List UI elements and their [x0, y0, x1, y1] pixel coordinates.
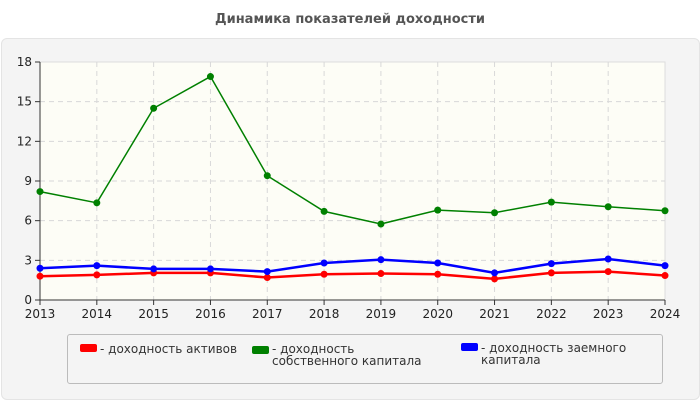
y-tick-label: 6 [24, 214, 32, 228]
x-tick-label: 2020 [422, 307, 453, 321]
x-tick-label: 2021 [479, 307, 510, 321]
data-point [604, 255, 612, 263]
y-tick-label: 15 [17, 95, 32, 109]
data-point [150, 265, 158, 273]
data-point [206, 265, 214, 273]
legend-label: - доходность собственного капитала [272, 342, 422, 368]
legend-label: - доходность заемного капитала [481, 341, 627, 367]
chart-title: Динамика показателей доходности [215, 12, 485, 27]
data-point [604, 268, 612, 276]
series-line [39, 270, 666, 281]
series-line [39, 257, 666, 275]
data-point [491, 275, 499, 283]
x-tick-label: 2016 [195, 307, 226, 321]
x-tick-label: 2023 [593, 307, 624, 321]
y-tick-label: 9 [24, 174, 32, 188]
x-tick-label: 2017 [252, 307, 283, 321]
data-point [661, 262, 669, 270]
y-tick-label: 3 [24, 253, 32, 267]
x-tick-label: 2018 [309, 307, 340, 321]
data-point [36, 272, 44, 280]
data-point [93, 271, 101, 279]
x-tick-label: 2013 [25, 307, 56, 321]
data-point [36, 188, 44, 196]
data-point [93, 199, 101, 207]
data-point [206, 73, 214, 81]
data-point [377, 256, 385, 264]
data-point [377, 270, 385, 278]
data-point [36, 264, 44, 272]
data-point [263, 172, 271, 180]
data-point [547, 260, 555, 268]
data-point [661, 272, 669, 280]
data-point [434, 206, 442, 214]
legend-label: - доходность активов [100, 342, 238, 356]
series-line [39, 75, 666, 225]
data-point [547, 198, 555, 206]
data-point [434, 259, 442, 267]
data-point [93, 262, 101, 270]
x-tick-label: 2015 [138, 307, 169, 321]
x-tick-label: 2014 [82, 307, 113, 321]
data-point [320, 270, 328, 278]
legend-swatch [461, 343, 478, 351]
x-tick-label: 2019 [366, 307, 397, 321]
x-tick-label: 2024 [650, 307, 681, 321]
y-tick-label: 0 [24, 293, 32, 307]
legend: - доходность активов - доходность собств… [67, 334, 663, 384]
data-point [320, 259, 328, 267]
data-point [491, 269, 499, 277]
data-point [661, 207, 669, 215]
legend-swatch [80, 344, 97, 352]
data-point [150, 104, 158, 112]
data-point [377, 220, 385, 228]
data-point [604, 203, 612, 211]
y-tick-label: 18 [17, 55, 32, 69]
x-tick-label: 2022 [536, 307, 567, 321]
data-point [547, 269, 555, 277]
data-point [263, 268, 271, 276]
data-point [320, 207, 328, 215]
legend-swatch [252, 346, 269, 354]
data-point [491, 209, 499, 217]
y-tick-label: 12 [17, 134, 32, 148]
data-point [434, 270, 442, 278]
data-point [263, 274, 271, 282]
